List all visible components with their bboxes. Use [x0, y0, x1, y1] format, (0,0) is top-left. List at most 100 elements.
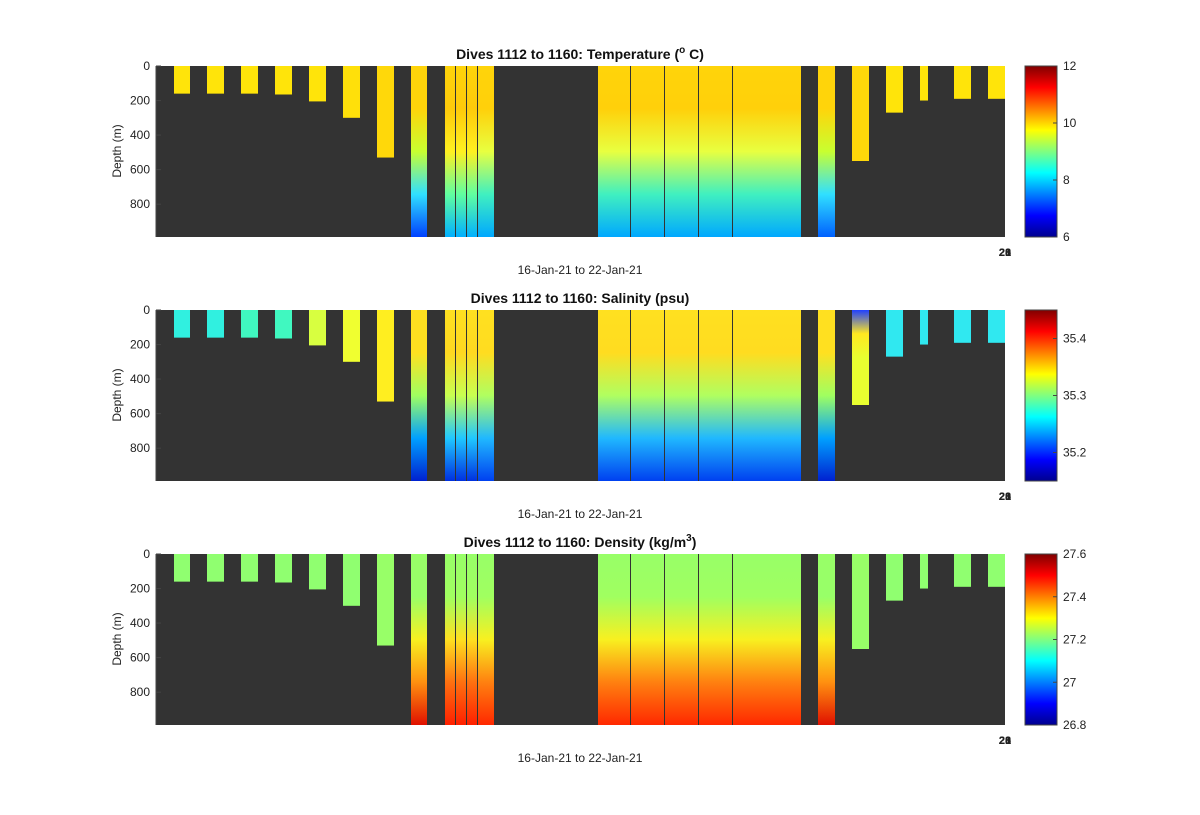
colorbar-tick-label: 6 [1063, 230, 1070, 244]
profile-column [767, 310, 801, 481]
profile-column [411, 554, 427, 725]
colorbar-tick-label: 10 [1063, 116, 1077, 130]
x-tick-label: 21 [999, 491, 1011, 503]
x-tick-label: 20 [999, 735, 1011, 747]
panel-title-sup: 3 [686, 533, 692, 544]
colorbar-tick-label: 27.2 [1063, 633, 1087, 647]
profile-column [699, 310, 732, 481]
y-tick-label: 600 [130, 651, 150, 665]
profile-column [818, 310, 835, 481]
profile-column [309, 310, 326, 346]
profile-column [631, 310, 664, 481]
y-tick-label: 400 [130, 372, 150, 386]
colorbar [1024, 65, 1058, 238]
profile-column [377, 554, 394, 646]
panel-title-main: Dives 1112 to 1160: Density (kg/m [464, 534, 687, 550]
profile-column [478, 554, 494, 725]
panel-title: Dives 1112 to 1160: Temperature (o C) [456, 45, 704, 62]
y-tick-label: 200 [130, 94, 150, 108]
panel-title-tail: C) [685, 46, 704, 62]
profile-column [456, 310, 466, 481]
y-tick-label: 400 [130, 128, 150, 142]
profile-column [478, 310, 494, 481]
colorbar-tick-label: 26.8 [1063, 718, 1087, 732]
profile-column [343, 66, 360, 118]
x-axis-label: 16-Jan-21 to 22-Jan-21 [518, 263, 643, 277]
profile-column [309, 66, 326, 102]
colorbar-tick-label: 35.2 [1063, 446, 1087, 460]
y-tick-label: 0 [143, 547, 150, 561]
y-tick-label: 200 [130, 338, 150, 352]
profile-column [767, 554, 801, 725]
profile-column [886, 66, 903, 113]
profile-column [241, 66, 258, 94]
profile-column [343, 310, 360, 362]
panel-title: Dives 1112 to 1160: Salinity (psu) [471, 290, 690, 306]
profile-column [377, 66, 394, 158]
profile-column [456, 66, 466, 237]
profile-column [954, 66, 971, 99]
profile-column [343, 554, 360, 606]
y-tick-label: 800 [130, 441, 150, 455]
y-tick-label: 800 [130, 197, 150, 211]
profile-column [467, 554, 477, 725]
x-axis-label: 16-Jan-21 to 22-Jan-21 [518, 751, 643, 765]
profile-column [377, 310, 394, 402]
profile-column [411, 310, 427, 481]
profile-column [174, 66, 190, 94]
profile-column [309, 554, 326, 590]
salinity-panel: Dives 1112 to 1160: Salinity (psu) 0 200 4… [110, 290, 1087, 521]
colorbar-tick-label: 12 [1063, 59, 1077, 73]
profile-column [733, 66, 767, 237]
profile-column [852, 66, 869, 161]
profile-column [988, 554, 1005, 587]
x-axis-label: 16-Jan-21 to 22-Jan-21 [518, 507, 643, 521]
profile-column [598, 554, 630, 725]
profile-column [818, 554, 835, 725]
profile-column [920, 310, 928, 345]
y-tick-label: 600 [130, 163, 150, 177]
density-panel: Dives 1112 to 1160: Density (kg/m3) 0 200… [110, 533, 1087, 765]
profile-column [954, 310, 971, 343]
colorbar-tick-label: 27 [1063, 675, 1077, 689]
x-tick-label: 28 [999, 735, 1011, 747]
profile-column [920, 66, 928, 101]
profile-column [456, 554, 466, 725]
profile-column [207, 310, 224, 338]
profile-column [665, 554, 698, 725]
profile-column [767, 66, 801, 237]
panel-title: Dives 1112 to 1160: Density (kg/m3) [464, 533, 697, 550]
y-tick-label: 0 [143, 59, 150, 73]
profile-column [886, 310, 903, 357]
profile-column [920, 554, 928, 589]
colorbar-tick-label: 27.6 [1063, 547, 1087, 561]
profile-column [241, 310, 258, 338]
profile-column [174, 554, 190, 582]
profile-column [733, 310, 767, 481]
x-tick-label: 21 [999, 247, 1011, 259]
profile-column [733, 554, 767, 725]
profile-column [478, 66, 494, 237]
profile-column [631, 66, 664, 237]
profile-column [886, 554, 903, 601]
temperature-panel: Dives 1112 to 1160: Temperature (o C) 0 2… [110, 45, 1077, 277]
x-tick-label: 20 [999, 247, 1011, 259]
profile-column [598, 310, 630, 481]
colorbar [1024, 553, 1058, 726]
y-tick-label: 200 [130, 582, 150, 596]
profile-column [207, 66, 224, 94]
x-tick-label: 20 [999, 491, 1011, 503]
panel-title-sup: o [679, 45, 685, 56]
y-axis-label: Depth (m) [110, 612, 124, 665]
colorbar-tick-label: 8 [1063, 173, 1070, 187]
profile-column [467, 310, 477, 481]
profile-column [699, 66, 732, 237]
x-tick-label: 28 [999, 247, 1011, 259]
x-tick-label: 28 [999, 491, 1011, 503]
colorbar-tick-label: 35.4 [1063, 332, 1087, 346]
profile-column [467, 66, 477, 237]
panel-title-main: Dives 1112 to 1160: Temperature ( [456, 46, 679, 62]
profile-column [275, 66, 292, 95]
